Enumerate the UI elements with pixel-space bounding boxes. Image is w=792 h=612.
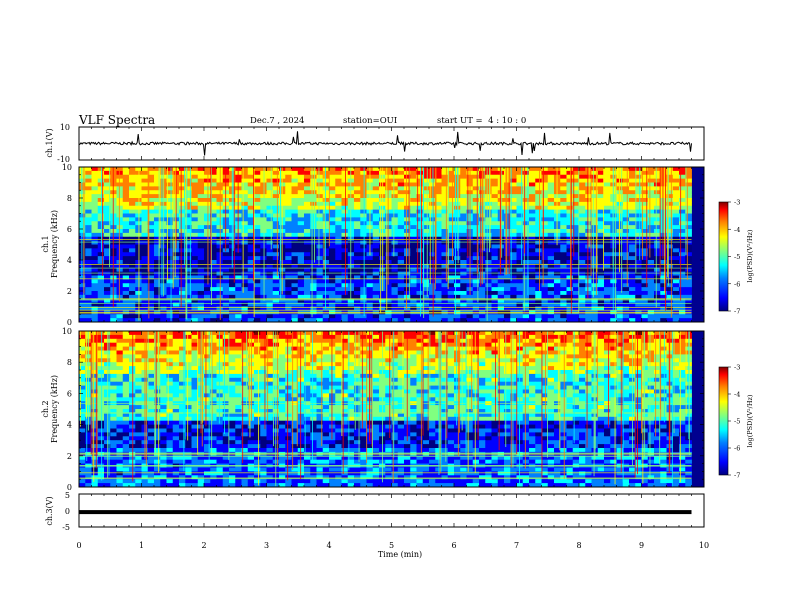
time-tick-label: 5 [389,541,394,550]
colorbar-tick-label: -4 [734,391,740,399]
ch3-ytick-top: 5 [65,491,70,500]
ch1-freq-axis-label: Frequency (kHz) [50,210,59,278]
time-tick-label: 9 [639,541,644,550]
time-tick-label: 0 [76,541,81,550]
ch1-spectrogram [79,167,692,323]
colorbar-tick-label: -3 [734,199,740,207]
time-tick-label: 4 [326,541,331,550]
date-label: Dec.7 , 2024 [250,116,305,126]
freq-tick-label: 10 [62,327,72,336]
x-axis-label: Time (min) [378,550,422,559]
freq-tick-label: 8 [67,358,72,367]
freq-tick-label: 6 [67,225,72,234]
ch1-freq-channel-label: ch.1 [41,235,50,252]
axis-ticks [78,127,705,527]
time-tick-label: 1 [139,541,144,550]
freq-tick-label: 4 [67,421,72,430]
freq-tick-label: 0 [67,483,72,492]
ch2-colorbar: -3 -4 -5 -6 -7 [718,364,740,480]
colorbar-tick-label: -4 [734,226,740,234]
time-tick-label: 6 [451,541,456,550]
colorbar-tick-label: -5 [734,418,740,426]
ch3-waveform-trace [79,510,692,515]
ch3-waveform-panel [78,493,705,528]
ch2-spectrogram [79,331,692,488]
freq-tick-label: 10 [62,163,72,172]
ch1-volt-label: ch.1(V) [45,128,54,157]
station-label: station=OUI [343,116,398,126]
colorbar-tick-label: -3 [734,364,740,372]
ch2-colorbar-label: log(PSD)(V²/Hz) [746,394,754,447]
time-tick-label: 3 [264,541,269,550]
ch2-freq-channel-label: ch.2 [41,400,50,417]
ch3-ytick-mid: 0 [65,507,70,516]
time-tick-label: 10 [699,541,709,550]
ch1-spectrogram-panel [78,166,705,323]
colorbar-tick-label: -6 [734,280,740,288]
ch1-colorbar-ticks: -3 -4 -5 -6 -7 [728,199,740,316]
freq-tick-label: 4 [67,256,72,265]
figure-title: VLF Spectra [79,113,156,127]
x-tick-labels: 0 1 2 3 4 5 6 7 8 9 10 [76,541,709,550]
colorbar-tick-label: -7 [734,472,740,480]
ch1-waveform-panel [78,126,705,161]
freq-tick-label: 2 [67,452,72,461]
colorbar-tick-label: -5 [734,253,740,261]
freq-tick-label: 2 [67,287,72,296]
ch3-volt-label: ch.3(V) [45,496,54,525]
ch2-colorbar-ticks: -3 -4 -5 -6 -7 [728,364,740,480]
ch1-ytick-bottom: -10 [57,155,70,164]
freq-tick-label: 6 [67,389,72,398]
ch1-colorbar: -3 -4 -5 -6 -7 [718,199,740,316]
freq-tick-label: 0 [67,318,72,327]
ch2-spectrogram-panel [78,330,705,488]
time-tick-label: 7 [514,541,519,550]
ch2-freq-axis-label: Frequency (kHz) [50,375,59,443]
colorbar-tick-label: -7 [734,308,740,316]
time-tick-label: 8 [576,541,581,550]
time-tick-label: 2 [201,541,206,550]
ch1-colorbar-label: log(PSD)(V²/Hz) [746,229,754,282]
freq-tick-label: 8 [67,194,72,203]
ch1-ytick-top: 10 [60,123,70,132]
colorbar-tick-label: -6 [734,445,740,453]
ch3-ytick-bottom: -5 [62,523,70,532]
ch1-waveform-trace [78,131,692,156]
start-time-label: start UT = 4 : 10 : 0 [437,116,527,126]
